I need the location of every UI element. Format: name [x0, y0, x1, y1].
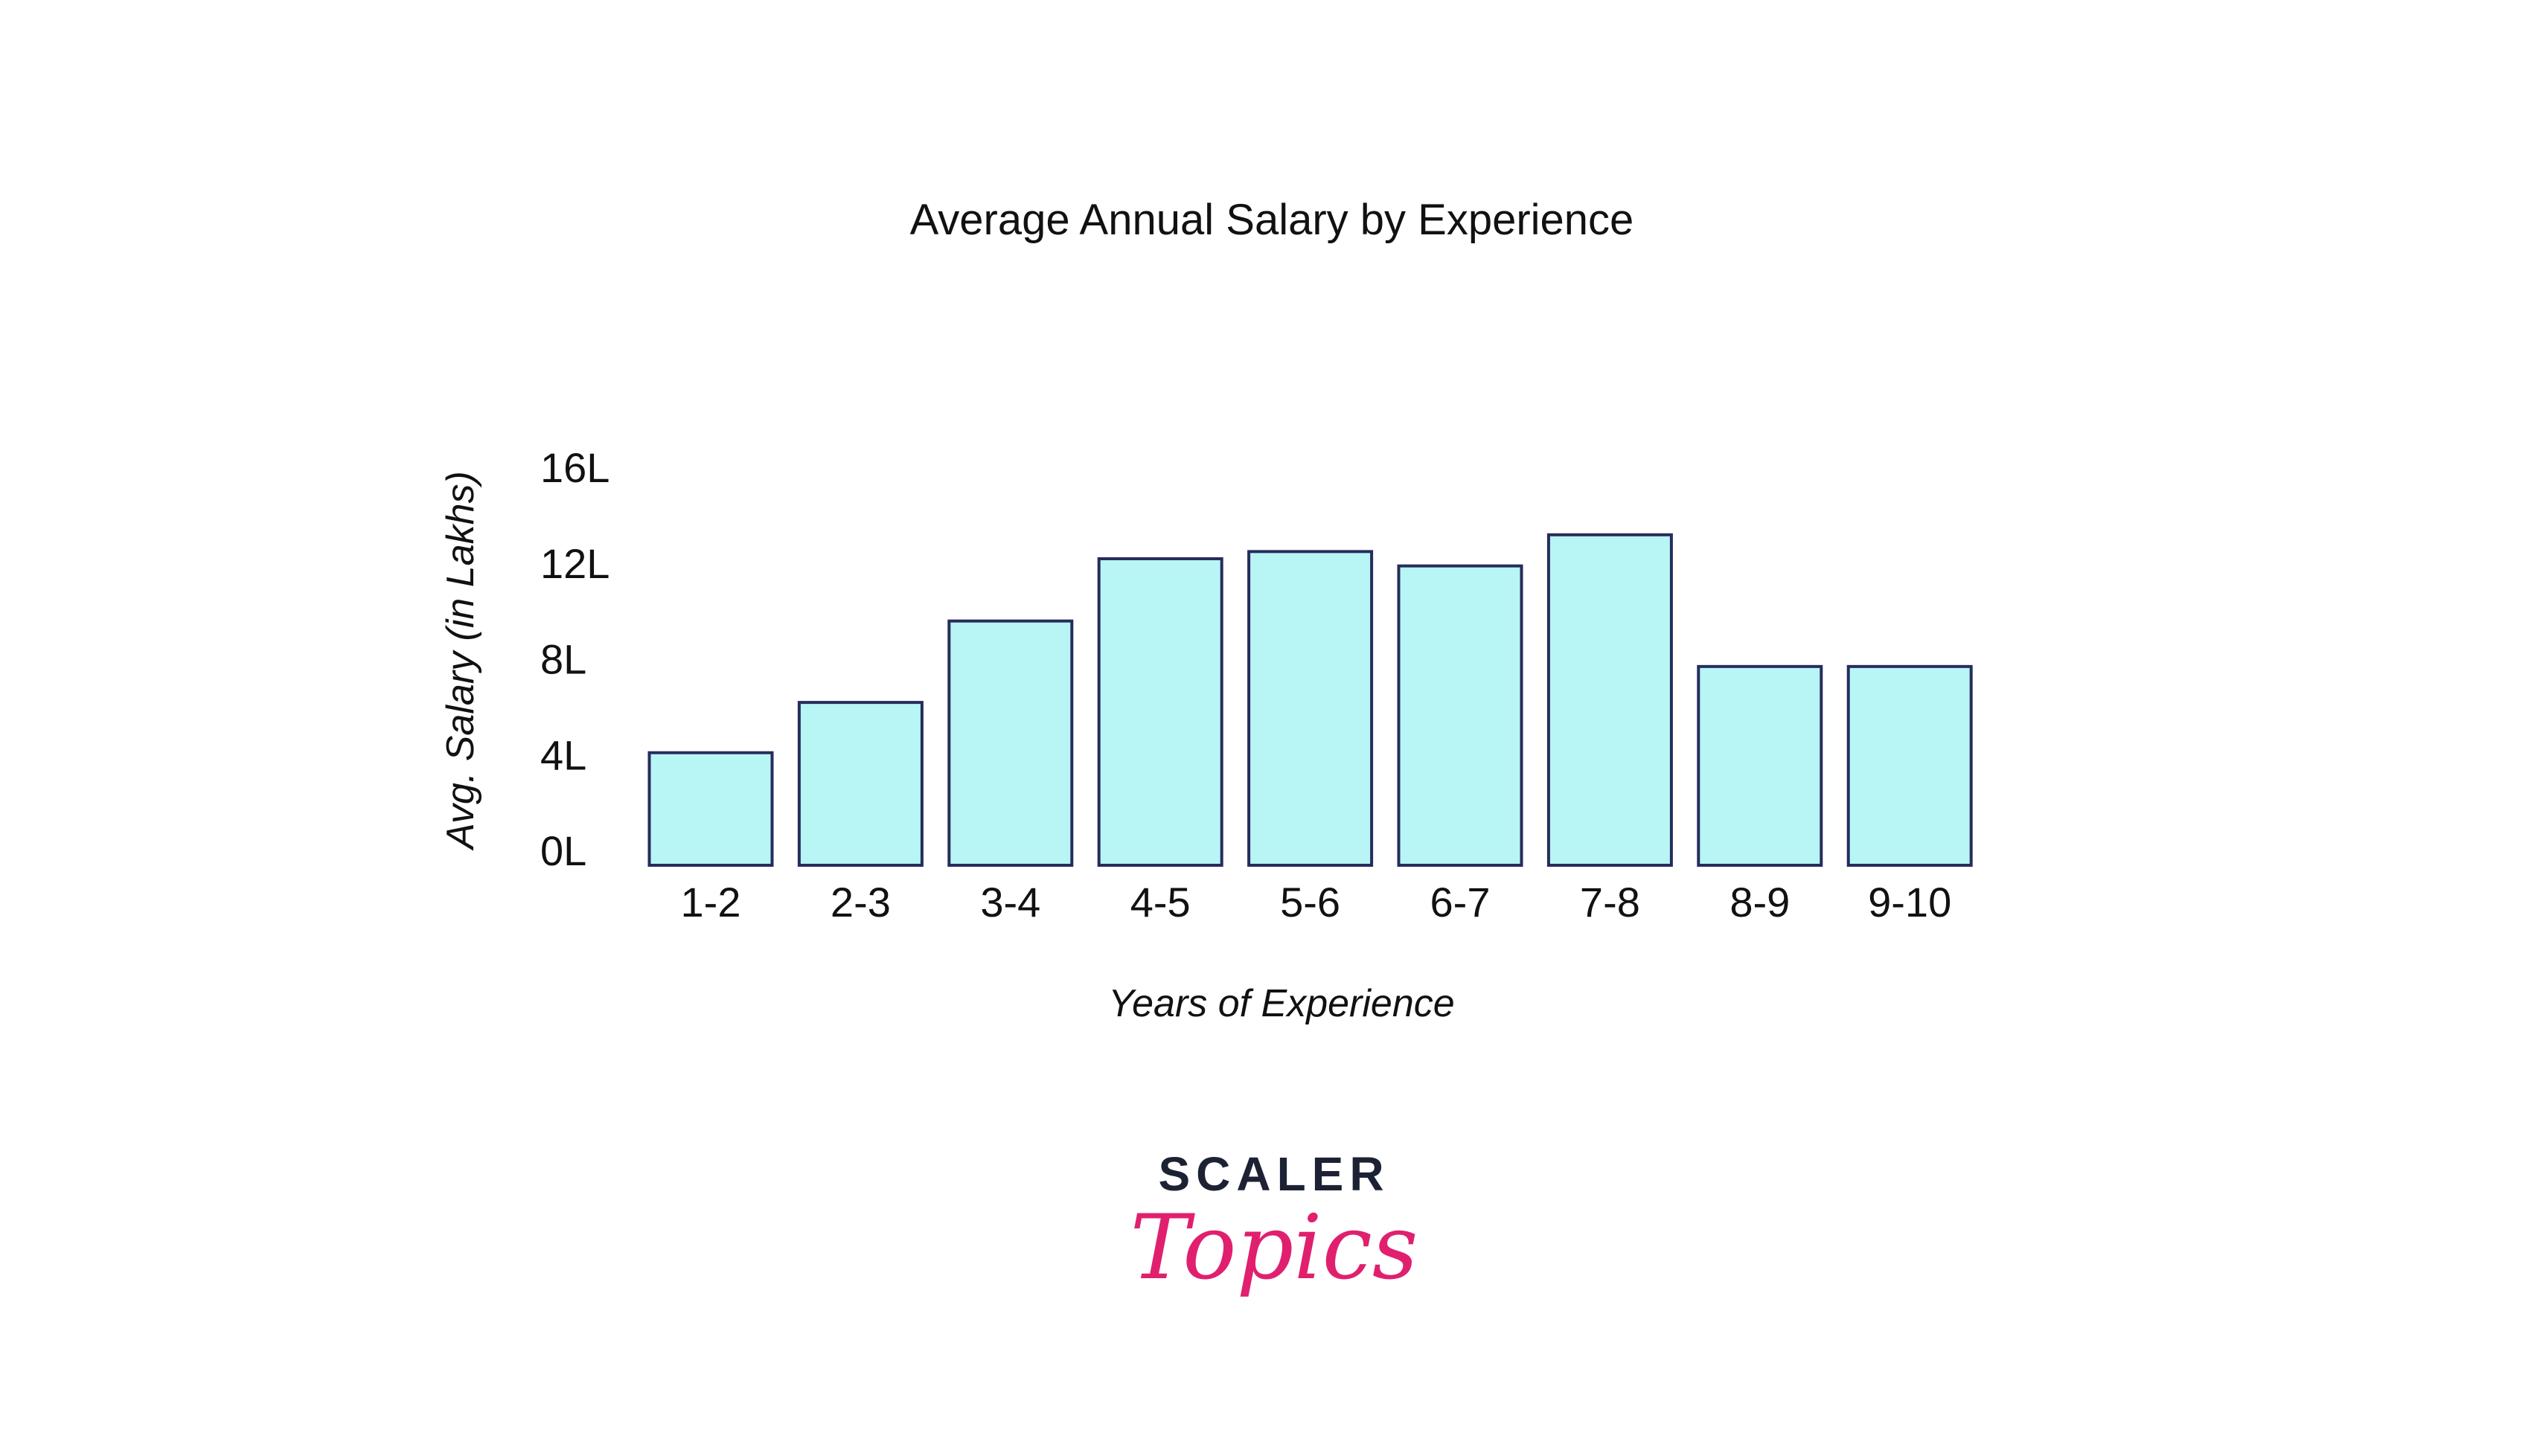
bar-4-5 — [1097, 557, 1223, 867]
bar-5-6 — [1247, 550, 1374, 867]
bar-9-10 — [1846, 664, 1973, 867]
scaler-topics-logo: SCALER Topics — [1130, 1147, 1418, 1300]
bar-8-9 — [1697, 664, 1823, 867]
x-tick-label: 5-6 — [1280, 879, 1340, 926]
bar-6-7 — [1397, 564, 1523, 867]
x-tick-label: 2-3 — [831, 879, 891, 926]
x-tick-label: 1-2 — [681, 879, 741, 926]
bar-1-2 — [647, 751, 774, 867]
chart-title: Average Annual Salary by Experience — [910, 196, 1634, 244]
x-tick-label: 4-5 — [1130, 879, 1191, 926]
x-tick-label: 8-9 — [1730, 879, 1790, 926]
y-tick-label: 8L — [540, 636, 586, 683]
y-axis-title: Avg. Salary (in Lakhs) — [439, 471, 482, 851]
bar-2-3 — [797, 701, 924, 867]
bar-3-4 — [947, 619, 1074, 867]
y-tick-label: 4L — [540, 731, 586, 778]
logo-scaler-text: SCALER — [1158, 1147, 1389, 1201]
x-axis-title: Years of Experience — [1108, 982, 1454, 1025]
logo-topics-text: Topics — [1130, 1196, 1418, 1300]
y-tick-label: 16L — [540, 444, 609, 491]
x-tick-label: 3-4 — [980, 879, 1040, 926]
x-tick-label: 9-10 — [1868, 879, 1951, 926]
x-tick-label: 6-7 — [1430, 879, 1491, 926]
x-tick-label: 7-8 — [1580, 879, 1640, 926]
y-tick-label: 0L — [540, 827, 586, 874]
bar-7-8 — [1546, 533, 1673, 867]
y-tick-label: 12L — [540, 540, 609, 587]
